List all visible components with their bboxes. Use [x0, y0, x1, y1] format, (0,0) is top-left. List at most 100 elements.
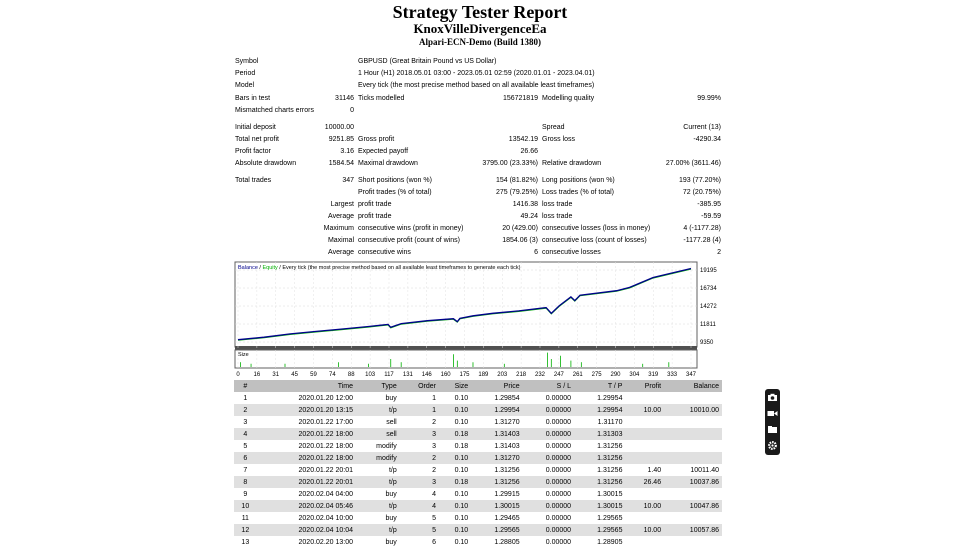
deals-header-tp: T / P — [574, 380, 626, 392]
balance-chart: Balance / Equity / Every tick (the most … — [234, 261, 724, 379]
table-cell: 2020.02.04 10:04 — [256, 524, 357, 536]
symbol-value: GBPUSD (Great Britain Pound vs US Dollar… — [358, 58, 497, 65]
table-cell: 0.00000 — [545, 394, 572, 402]
mismatch-label: Mismatched charts errors — [235, 107, 314, 114]
camera-icon[interactable] — [767, 392, 778, 403]
table-cell: 1.29854 — [494, 394, 520, 402]
deals-header-profit: Profit — [625, 380, 665, 392]
payoff-label: Expected payoff — [358, 148, 409, 155]
table-cell: 4 — [234, 428, 257, 440]
netprofit-value: 9251.85 — [328, 136, 354, 143]
max-cw-value: 20 (429.00) — [502, 225, 538, 232]
deals-header-sl: S / L — [522, 380, 575, 392]
table-cell: t/p — [356, 476, 400, 488]
table-cell: 2020.01.20 12:00 — [298, 394, 354, 402]
table-cell: 4 — [399, 500, 439, 512]
floating-toolbar — [765, 389, 780, 455]
table-cell: sell — [356, 428, 400, 440]
table-cell: 1.29915 — [494, 490, 520, 498]
chart-grid — [235, 262, 697, 368]
table-cell: 10 — [234, 500, 257, 512]
table-cell: 0.10 — [454, 418, 469, 426]
table-cell — [625, 440, 664, 452]
video-icon[interactable] — [767, 408, 778, 419]
table-cell: 0.00000 — [545, 418, 572, 426]
table-cell: 6 — [234, 452, 257, 464]
table-cell: 0.10 — [454, 466, 469, 474]
table-cell: buy — [385, 394, 397, 402]
avg-cw-value: 6 — [534, 249, 538, 256]
table-cell: 4 — [432, 490, 436, 498]
table-cell: 10057.86 — [664, 524, 722, 536]
absdd-value: 1584.54 — [328, 160, 354, 167]
table-cell: 10.00 — [625, 524, 665, 536]
table-cell: buy — [385, 490, 397, 498]
table-cell: 0.18 — [454, 442, 469, 450]
table-cell: 1.29565 — [471, 524, 523, 536]
table-row: 6 2020.01.22 18:00 modify 2 0.10 1.31270 0.000… — [234, 452, 722, 464]
table-cell — [664, 488, 722, 500]
table-cell — [625, 452, 665, 464]
x-tick-label: 261 — [573, 372, 584, 378]
table-cell: 3 — [432, 442, 436, 450]
spread-label: Spread — [542, 124, 565, 131]
table-cell — [664, 536, 722, 548]
table-cell: 2 — [432, 418, 436, 426]
maxdd-label: Maximal drawdown — [358, 160, 418, 167]
pf-label: Profit factor — [235, 148, 271, 155]
table-cell — [625, 392, 664, 404]
pt-label: Profit trades (% of total) — [358, 189, 432, 196]
table-cell: 1.31403 — [471, 428, 523, 440]
grossloss-label: Gross loss — [542, 136, 576, 143]
table-cell: 2 — [432, 466, 436, 474]
table-cell: 5 — [243, 442, 248, 450]
quality-label: Modelling quality — [542, 95, 595, 102]
table-cell: 1 — [243, 394, 248, 402]
table-cell: 3 — [243, 418, 248, 426]
y-tick-label: 14272 — [700, 304, 717, 310]
settings-icon[interactable] — [767, 440, 778, 451]
size-label: Size — [238, 352, 249, 358]
panel-separator — [235, 346, 697, 350]
maximal-cp-value: 1854.06 (3) — [502, 237, 538, 244]
table-cell: 10037.86 — [664, 476, 722, 488]
maximal-cl-value: -1177.28 (4) — [683, 237, 721, 244]
table-cell: 1.31256 — [597, 466, 623, 474]
trades-label: Total trades — [235, 177, 272, 184]
pf-value: 3.16 — [340, 148, 354, 155]
table-cell: buy — [385, 538, 397, 546]
deals-header-size: Size — [438, 380, 472, 392]
table-cell: modify — [376, 442, 397, 450]
table-cell: 2020.02.04 10:00 — [298, 514, 354, 522]
deals-header-order: Order — [399, 380, 439, 392]
table-cell: 2020.01.22 18:00 — [256, 452, 357, 464]
table-cell: 1 — [432, 394, 436, 402]
table-cell: 0.00000 — [545, 442, 572, 450]
main-plot-frame — [234, 261, 698, 348]
table-cell — [625, 512, 664, 524]
table-cell — [664, 452, 722, 464]
table-cell: t/p — [356, 404, 400, 416]
netprofit-label: Total net profit — [235, 136, 279, 143]
table-cell: 0.00000 — [522, 452, 575, 464]
x-tick-label: 160 — [441, 372, 452, 378]
table-cell: 2020.01.22 20:01 — [298, 466, 354, 474]
table-cell: 3 — [399, 428, 439, 440]
table-cell: 1.31270 — [494, 418, 520, 426]
table-row: 1 2020.01.20 12:00 buy 1 0.10 1.29854 0.00000 1… — [234, 392, 722, 404]
ea-name: KnoxVilleDivergenceEa — [413, 21, 547, 36]
table-cell: 0.10 — [438, 404, 472, 416]
x-tick-label: 131 — [403, 372, 414, 378]
size-plot-frame — [234, 349, 698, 369]
balance-line — [237, 267, 692, 341]
legend-equity: Equity — [262, 265, 278, 271]
maxdd-value: 3795.00 (23.33%) — [482, 160, 538, 167]
table-cell: 0.10 — [454, 490, 469, 498]
table-cell: 0.00000 — [522, 428, 575, 440]
average-label: Average — [328, 213, 354, 220]
x-tick-label: 247 — [554, 372, 565, 378]
table-cell: 0.10 — [454, 514, 469, 522]
folder-icon[interactable] — [767, 424, 778, 435]
table-cell: 3 — [399, 476, 439, 488]
